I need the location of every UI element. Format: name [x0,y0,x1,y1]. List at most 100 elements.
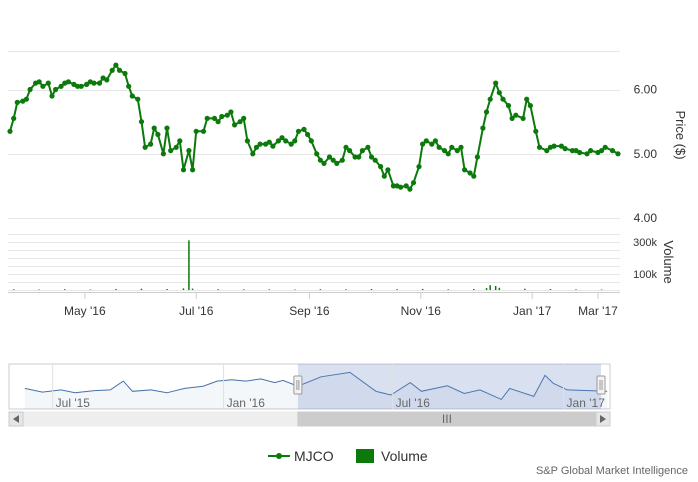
price-point[interactable] [244,138,250,144]
price-point[interactable] [275,138,281,144]
price-point[interactable] [129,93,135,99]
price-point[interactable] [551,143,557,149]
credit-text[interactable]: S&P Global Market Intelligence [536,465,688,477]
price-point[interactable] [496,90,502,96]
price-point[interactable] [109,67,115,73]
price-point[interactable] [365,144,371,150]
price-point[interactable] [138,119,145,125]
price-point[interactable] [480,125,486,131]
price-point[interactable] [584,151,590,157]
price-point[interactable] [180,167,187,173]
price-point[interactable] [483,109,490,115]
price-point[interactable] [314,151,320,157]
price-point[interactable] [505,103,512,109]
price-point[interactable] [200,128,207,134]
price-point[interactable] [359,148,365,154]
price-point[interactable] [279,135,285,141]
price-point[interactable] [211,115,218,121]
price-point[interactable] [458,144,464,150]
price-point[interactable] [467,170,473,176]
price-point[interactable] [509,115,515,121]
price-point[interactable] [58,83,64,89]
price-point[interactable] [27,86,33,93]
price-point[interactable] [177,138,183,144]
price-point[interactable] [471,173,477,179]
price-point[interactable] [347,148,353,154]
navigator-right-handle[interactable] [596,375,606,395]
price-point[interactable] [326,154,333,160]
price-point[interactable] [317,157,323,163]
price-point[interactable] [536,144,543,150]
price-point[interactable] [334,160,340,166]
scrollbar-thumb[interactable] [297,411,597,427]
price-point[interactable] [186,148,192,154]
price-point[interactable] [104,77,110,83]
price-point[interactable] [602,144,608,150]
price-point[interactable] [429,141,435,147]
price-point[interactable] [253,144,260,150]
price-point[interactable] [330,157,336,163]
price-point[interactable] [292,138,298,144]
price-point[interactable] [78,83,84,89]
price-point[interactable] [609,148,616,154]
price-point[interactable] [407,186,413,192]
navigator-selected-range[interactable] [297,364,601,409]
price-point[interactable] [562,146,568,152]
price-point[interactable] [378,164,384,170]
price-point[interactable] [599,148,605,154]
price-point[interactable] [228,109,234,115]
price-point[interactable] [449,144,455,150]
price-point[interactable] [493,80,499,86]
price-point[interactable] [577,149,583,156]
price-point[interactable] [368,154,375,160]
price-point[interactable] [410,180,417,186]
price-point[interactable] [7,128,13,134]
price-point[interactable] [113,62,119,68]
price-point[interactable] [190,167,196,173]
price-point[interactable] [420,141,426,147]
price-point[interactable] [237,119,243,125]
price-point[interactable] [423,138,429,144]
price-point[interactable] [403,183,409,189]
price-point[interactable] [122,70,128,77]
navigator-scrollbar[interactable]: III [8,411,611,427]
navigator-left-handle[interactable] [293,375,303,395]
price-point[interactable] [524,96,530,102]
legend-item-mjco[interactable]: MJCO [268,448,334,464]
price-point[interactable] [23,96,29,102]
price-point[interactable] [339,157,345,163]
price-point[interactable] [301,126,307,132]
price-point[interactable] [173,144,179,150]
price-point[interactable] [155,131,161,138]
price-point[interactable] [84,81,90,87]
price-point[interactable] [116,67,123,73]
price-point[interactable] [500,96,506,102]
price-point[interactable] [36,79,42,85]
price-point[interactable] [569,148,576,154]
price-point[interactable] [343,144,349,150]
price-point[interactable] [241,115,247,121]
price-point[interactable] [250,151,256,157]
price-point[interactable] [283,138,289,144]
price-point[interactable] [487,96,493,102]
price-point[interactable] [432,138,438,144]
price-point[interactable] [436,144,442,150]
price-point[interactable] [352,154,358,160]
price-point[interactable] [219,113,225,120]
price-point[interactable] [520,115,526,121]
price-point[interactable] [454,148,460,154]
price-point[interactable] [398,184,404,190]
price-point[interactable] [295,128,302,134]
price-point[interactable] [151,125,157,131]
price-point[interactable] [462,167,468,173]
price-point[interactable] [168,148,174,154]
price-point[interactable] [513,112,519,118]
price-point[interactable] [11,115,17,121]
price-point[interactable] [558,143,565,149]
price-point[interactable] [527,103,534,109]
price-point[interactable] [266,139,272,145]
price-point[interactable] [224,112,230,118]
price-point[interactable] [270,143,276,149]
price-point[interactable] [533,128,539,134]
price-point[interactable] [75,83,81,89]
